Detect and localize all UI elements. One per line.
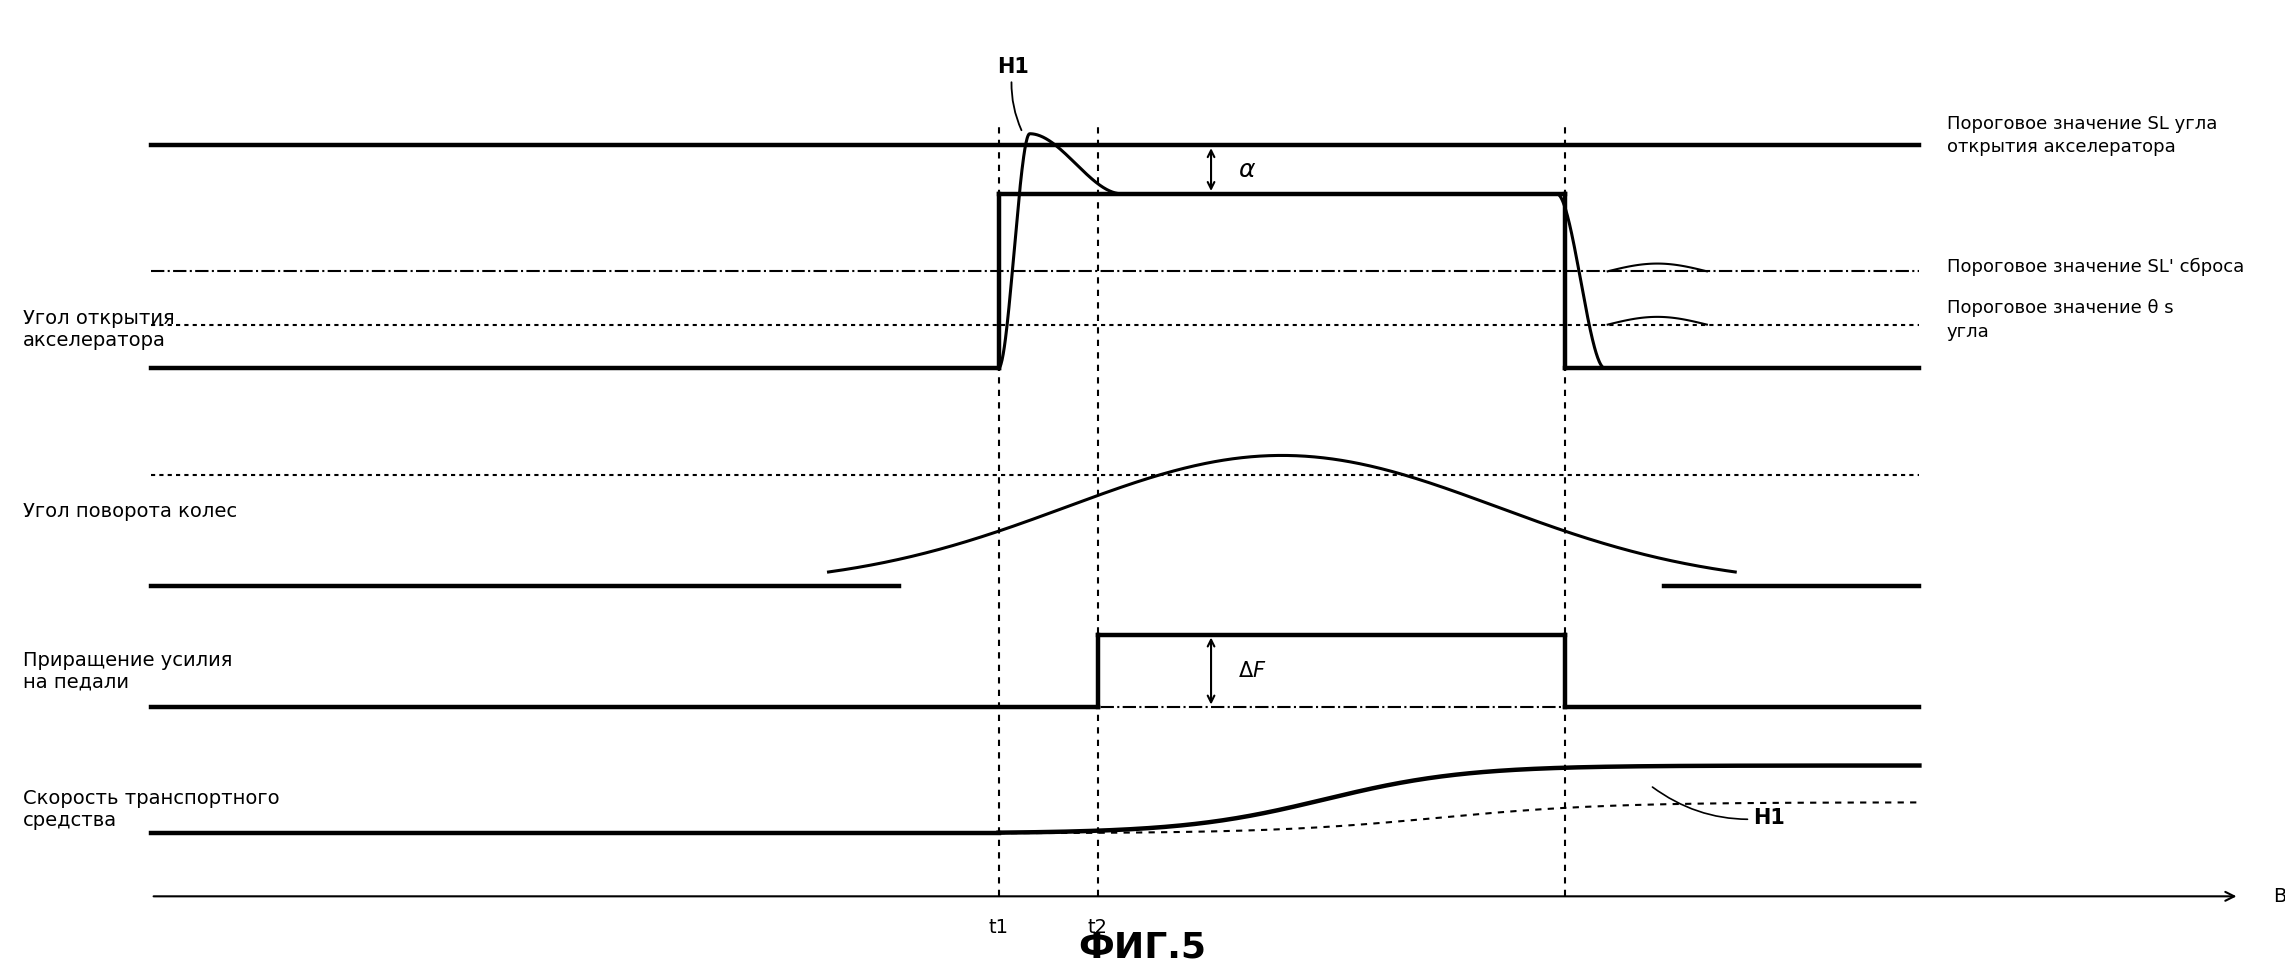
Text: H1: H1 [996,56,1028,130]
Text: Пороговое значение SL угла
открытия акселератора: Пороговое значение SL угла открытия аксе… [1947,115,2216,156]
Text: $\Delta F$: $\Delta F$ [1238,661,1266,681]
Text: Приращение усилия
на педали: Приращение усилия на педали [23,650,233,692]
Text: Пороговое значение SL' сброса: Пороговое значение SL' сброса [1947,258,2244,275]
Text: Угол открытия
акселератора: Угол открытия акселератора [23,309,174,350]
Text: Скорость транспортного
средства: Скорость транспортного средства [23,789,279,829]
Text: H1: H1 [1652,787,1785,828]
Text: Угол поворота колес: Угол поворота колес [23,502,238,520]
Text: Пороговое значение θ s
угла: Пороговое значение θ s угла [1947,299,2173,340]
Text: t2: t2 [1088,918,1108,937]
Text: Время: Время [2274,887,2285,906]
Text: $\alpha$: $\alpha$ [1238,158,1257,181]
Text: t1: t1 [989,918,1008,937]
Text: ФИГ.5: ФИГ.5 [1079,930,1206,965]
